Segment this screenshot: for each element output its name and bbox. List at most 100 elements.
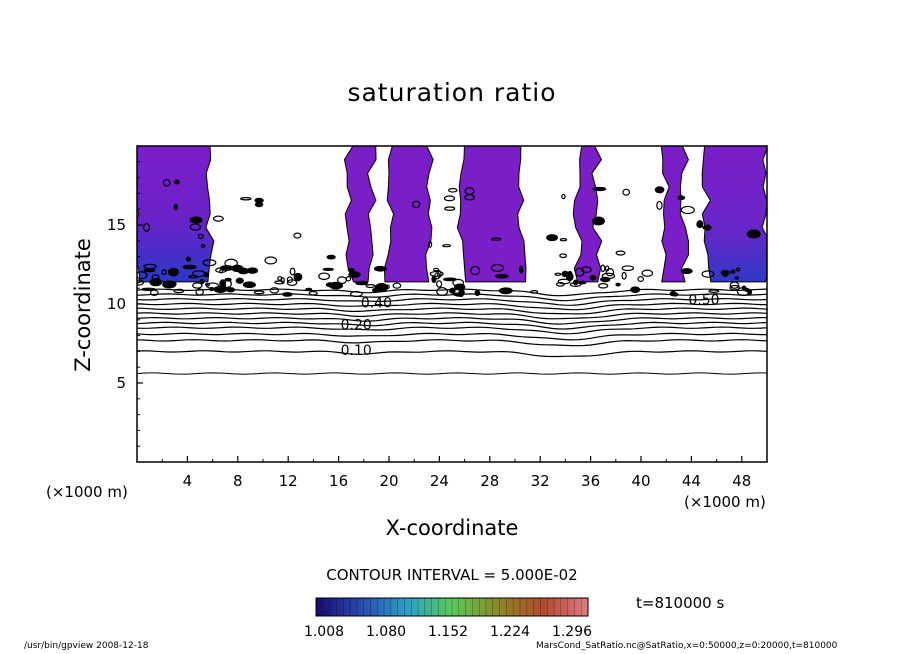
contour-blob [554,272,562,276]
contour-lines-layer [137,178,767,375]
x-tick-label: 28 [480,472,499,490]
contour-blob [189,216,203,224]
contour-blob [604,265,610,272]
contour-blob [224,277,232,282]
y-axis-label: Z-coordinate [71,238,95,372]
contour-blob [235,277,244,284]
contour-blob [454,283,466,291]
contour-blob [591,216,605,226]
contour-blob [705,224,711,232]
contour-blob [286,279,298,287]
contour-blob [322,267,334,272]
saturation-fill-layer [137,146,767,283]
supersat-region-26km [456,146,527,283]
contour-blob [598,283,609,289]
supersat-region-16km [343,146,377,283]
footer-right: MarsCond_SatRatio.nc@SatRatio,x=0:50000,… [536,641,838,651]
contour-line [137,339,767,347]
contour-blob [240,197,252,201]
contour-blob [601,272,616,280]
contour-blob [365,283,376,289]
contour-blob [149,278,163,287]
contour-line [137,288,767,297]
contour-blob [734,276,740,280]
contour-blob [444,206,456,211]
contour-blob [212,215,224,222]
contour-blob [561,193,566,200]
contour-blob [185,256,192,262]
contour-blob [519,265,524,274]
contour-blob [559,253,568,259]
contour-blob [735,267,741,272]
contour-label: 0.20 [341,318,372,334]
contour-blob [173,203,178,211]
contour-blob [280,277,285,284]
contour-blob [162,280,177,289]
contour-blob [237,267,250,275]
x-tick-label: 48 [732,472,751,490]
contour-blob [203,272,209,278]
contour-line [137,326,767,335]
contour-blob [680,268,693,275]
contour-blob [269,287,280,294]
contour-blob [470,265,481,276]
contour-blob [572,279,579,286]
contour-line [137,307,767,315]
contour-blob [442,244,451,248]
x-tick-label: 44 [682,472,701,490]
supersat-region-35km [572,146,603,283]
contour-blob [336,276,347,285]
contour-blob [578,280,587,285]
x-axis-label: X-coordinate [385,516,519,540]
contour-blob [254,197,264,204]
contour-blob [555,282,565,287]
contour-blob [559,238,568,242]
contour-blob [615,282,621,287]
contour-blob [347,267,355,273]
x-tick-label: 24 [430,472,449,490]
contour-blob [202,259,217,267]
contour-blob [641,269,654,277]
contour-interval-text: CONTOUR INTERVAL = 5.000E-02 [326,566,578,584]
contour-blob [637,276,645,282]
contour-blob [174,179,180,185]
x-tick-label: 4 [183,472,193,490]
contour-blob [326,254,336,260]
contour-blob [592,186,607,192]
contour-line [137,297,767,306]
x-tick-label: 8 [233,472,243,490]
colorbar-tick-label: 1.224 [490,624,530,640]
y-tick-label: 10 [107,295,126,313]
supersat-region-20km [383,146,434,283]
contour-blob [293,232,302,239]
contour-blob [677,195,686,201]
contour-blob [600,264,606,273]
contour-blob [654,186,665,194]
contour-label: 0.50 [688,292,719,308]
contour-label: 0.40 [361,295,392,311]
colorbar-tick-label: 1.080 [366,624,406,640]
contour-blob [200,244,206,249]
contour-blob [289,267,296,276]
contour-blob [325,282,335,288]
contour-blob [448,187,458,193]
x-tick-label: 32 [531,472,550,490]
x-tick-label: 36 [581,472,600,490]
contour-blob [197,233,204,240]
contour-line [137,302,767,311]
y-unit-label: (×1000 m) [46,483,128,501]
supersat-region-left [137,146,215,283]
footer-left: /usr/bin/gpview 2008-12-18 [24,641,149,651]
supersat-region-right [701,146,767,283]
contour-blob [546,234,559,242]
contour-line [137,293,767,302]
contour-blob [173,288,185,294]
supersat-region-42km [660,146,690,283]
x-tick-label: 12 [279,472,298,490]
contour-blob [495,274,509,279]
colorbar-tick-label: 1.152 [428,624,468,640]
x-tick-label: 20 [379,472,398,490]
contour-line [137,316,767,325]
contour-blob [318,272,331,281]
